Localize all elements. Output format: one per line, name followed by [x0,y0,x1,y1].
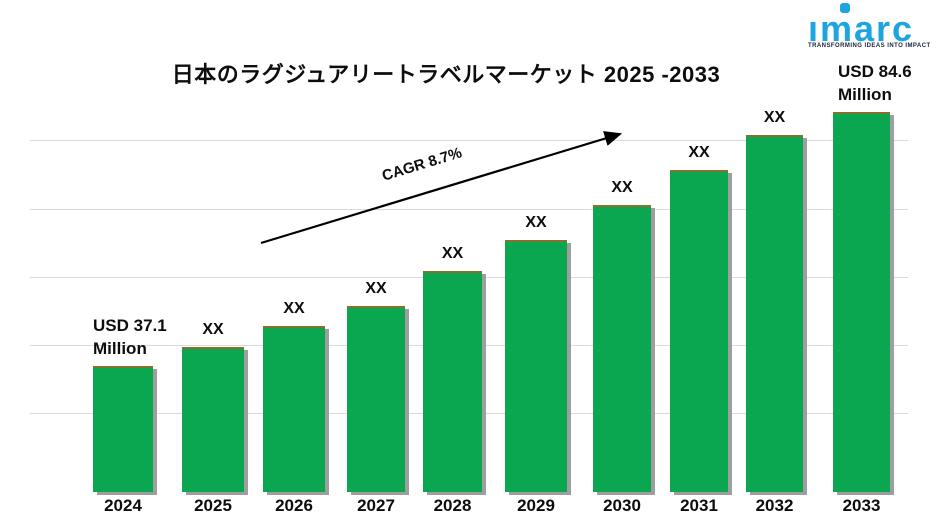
bar-2028 [423,271,482,492]
year-label-2025: 2025 [194,496,232,515]
year-label-2033: 2033 [842,496,881,515]
value-label-2030: XX [611,179,633,196]
logo-dot-icon [840,3,850,13]
bar-2024 [93,366,153,492]
bar-2031 [670,170,728,492]
year-label-2027: 2027 [357,496,395,515]
year-label-2030: 2030 [603,496,641,515]
year-label-2029: 2029 [517,496,555,515]
value-label-2027: XX [365,280,387,297]
year-label-2026: 2026 [275,496,313,515]
value-label-2026: XX [283,300,305,317]
gridline-1 [30,209,908,210]
chart-title: 日本のラグジュアリートラベルマーケット 2025 -2033 [171,62,721,87]
value-label-2029: XX [525,214,547,231]
year-label-2024: 2024 [104,496,142,515]
bar-2026 [263,326,325,492]
value-label-2024: USD 37.1 Million [93,316,167,358]
bar-2029 [505,240,567,492]
gridline-0 [30,140,908,141]
bar-2025 [182,347,244,492]
logo-wordmark: ımarc [808,8,915,49]
year-label-2032: 2032 [755,496,794,515]
trend-line [260,131,623,245]
value-label-2031: XX [688,144,710,161]
bar-2027 [347,306,405,492]
value-label-2028: XX [441,245,464,262]
value-label-2033: USD 84.6 Million [838,62,912,104]
imarc-logo: ımarc TRANSFORMING IDEAS INTO IMPACT [806,2,936,52]
year-label-2031: 2031 [680,496,718,515]
value-label-2032: XX [763,109,786,126]
value-label-2025: XX [202,321,224,338]
logo-tagline: TRANSFORMING IDEAS INTO IMPACT [808,43,931,49]
bar-2032 [746,135,803,492]
year-label-2028: 2028 [433,496,472,515]
bar-2033 [833,112,890,492]
bar-2030 [593,205,651,492]
